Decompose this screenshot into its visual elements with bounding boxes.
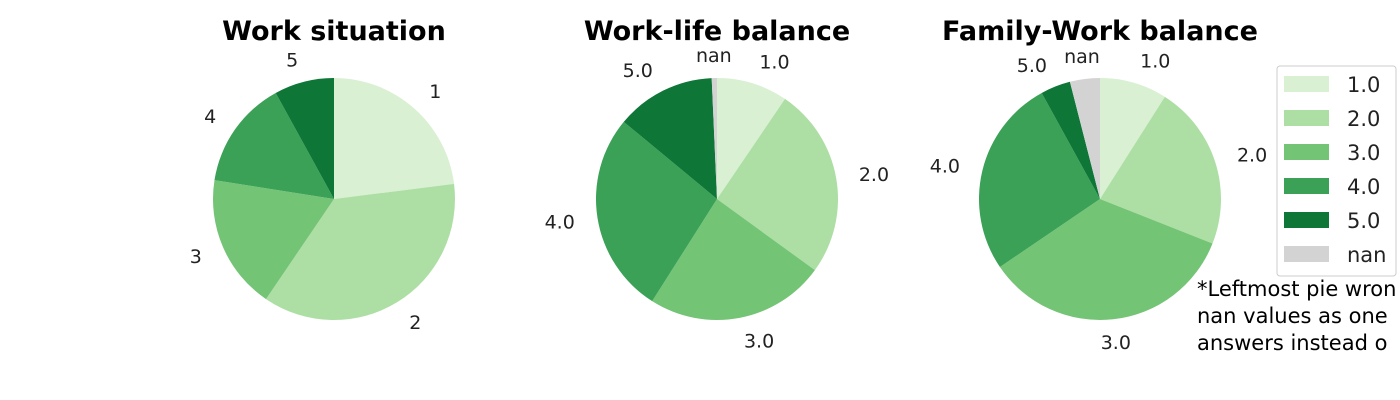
pie-slice-label: nan xyxy=(696,45,732,67)
pie-slice-2 xyxy=(717,98,838,271)
pie-slice-1 xyxy=(334,78,455,199)
pie-slice-4 xyxy=(979,92,1100,268)
pie-slice-4 xyxy=(214,92,334,199)
legend-label-3: 3.0 xyxy=(1347,141,1380,165)
pie-slice-nan xyxy=(711,78,717,199)
pie-slice-label: 3.0 xyxy=(1101,332,1131,354)
legend-swatch-1 xyxy=(1284,76,1329,92)
pie-work-life-balance: 1.0 2.0 3.0 4.0 5.0 nan xyxy=(545,45,890,352)
pie-slice-nan xyxy=(1069,78,1100,199)
pie-slice-label: 5 xyxy=(286,50,298,72)
pie-slice-label: 4 xyxy=(204,106,216,128)
footnote-line-2: nan values as one xyxy=(1197,304,1388,328)
pie-title-work-life-balance: Work-life balance xyxy=(584,16,850,47)
pie-slice-1 xyxy=(1100,78,1165,199)
legend-swatch-2 xyxy=(1284,110,1329,126)
pie-slice-label: 4.0 xyxy=(545,212,575,234)
pie-slice-5 xyxy=(1041,81,1100,199)
footnote-line-3: answers instead o xyxy=(1197,331,1387,355)
legend-swatch-5 xyxy=(1284,212,1329,228)
pie-slice-label: nan xyxy=(1064,46,1100,68)
pie-slice-label: 1.0 xyxy=(1140,51,1170,73)
pie-slice-label: 2.0 xyxy=(859,164,889,186)
pie-slice-label: 3.0 xyxy=(744,330,774,352)
pie-slice-5 xyxy=(623,78,717,199)
footnote-line-1: *Leftmost pie wron xyxy=(1197,277,1396,301)
footnote: *Leftmost pie wron nan values as one ans… xyxy=(1197,277,1396,355)
pie-slice-3 xyxy=(213,180,334,300)
legend-label-nan: nan xyxy=(1347,243,1387,267)
legend-swatch-nan xyxy=(1284,246,1329,262)
legend-swatch-4 xyxy=(1284,178,1329,194)
pie-slice-5 xyxy=(275,78,334,199)
legend-label-2: 2.0 xyxy=(1347,107,1380,131)
legend-label-5: 5.0 xyxy=(1347,209,1380,233)
pie-slice-3 xyxy=(999,199,1213,320)
pie-slice-2 xyxy=(1100,96,1221,244)
pie-slice-label: 3 xyxy=(190,246,202,268)
legend-label-1: 1.0 xyxy=(1347,73,1380,97)
pie-slice-label: 2 xyxy=(409,312,421,334)
legend-swatch-3 xyxy=(1284,144,1329,160)
pie-slice-1 xyxy=(717,78,786,199)
pie-work-situation: 1 2 3 4 5 xyxy=(190,50,455,334)
pie-slice-label: 4.0 xyxy=(930,155,960,177)
legend: 1.0 2.0 3.0 4.0 5.0 nan xyxy=(1276,65,1397,277)
pie-slice-label: 1.0 xyxy=(759,51,789,73)
pie-family-work-balance: 1.0 2.0 3.0 4.0 5.0 nan xyxy=(930,46,1267,354)
pie-slice-2 xyxy=(265,183,455,320)
pie-slice-3 xyxy=(652,199,815,320)
pie-slice-label: 5.0 xyxy=(623,60,653,82)
pie-slice-label: 1 xyxy=(429,81,441,103)
pie-title-family-work-balance: Family-Work balance xyxy=(942,16,1258,47)
legend-label-4: 4.0 xyxy=(1347,175,1380,199)
pie-slice-label: 5.0 xyxy=(1017,55,1047,77)
pie-slice-label: 2.0 xyxy=(1237,145,1267,167)
pie-slice-4 xyxy=(596,121,717,302)
pie-title-work-situation: Work situation xyxy=(222,16,446,47)
